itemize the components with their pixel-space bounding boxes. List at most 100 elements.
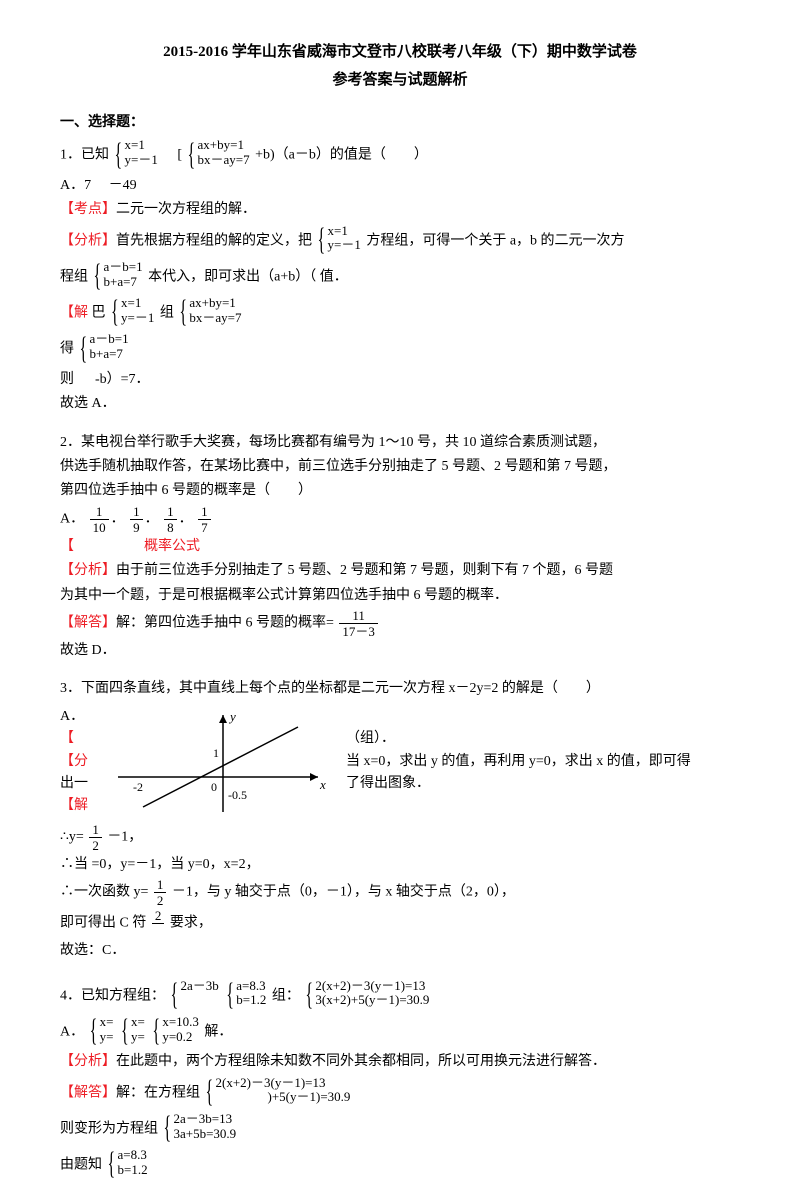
fraction: 12	[154, 878, 167, 907]
label: 【分析】	[60, 563, 116, 578]
q1-jie3: 则 -b）=7．	[60, 369, 740, 391]
q1-stem: 1．已知 x=1y=－1 [ ax+by=1bx－ay=7 +b)（a－b）的值…	[60, 138, 740, 172]
text: 4．已知方程组：	[60, 988, 165, 1003]
option-a: A．	[60, 706, 100, 728]
text: 【	[60, 731, 88, 746]
text: 组	[160, 306, 174, 321]
text: 值．	[320, 269, 348, 284]
axis-diagram: y x 1 -2 0 -0.5	[108, 707, 338, 817]
svg-text:-2: -2	[133, 780, 143, 794]
text: ∴当	[60, 857, 88, 872]
q2-fenxi2: 为其中一个题，于是可根据概率公式计算第四位选手抽中 6 号题的概率．	[60, 585, 740, 607]
q4-jie1: 【解答】解：在方程组 2(x+2)－3(y－1)=13 )+5(y－1)=30.…	[60, 1076, 740, 1110]
q4-stem: 4．已知方程组： 2a－3b a=8.3b=1.2 组： 2(x+2)－3(y－…	[60, 979, 740, 1013]
q2-stem2: 供选手随机抽取作答，在某场比赛中，前三位选手分别抽走了 5 号题、2 号题和第 …	[60, 456, 740, 478]
q2-kaodian: 【 概率公式	[60, 536, 740, 558]
page-title: 2015-2016 学年山东省威海市文登市八校联考八年级（下）期中数学试卷	[60, 40, 740, 64]
q2-options: A． 110． 19． 18． 17	[60, 505, 740, 534]
q4-jie3: 由题知 a=8.3b=1.2	[60, 1148, 740, 1182]
text: 首先根据方程组的解的定义，把	[116, 233, 312, 248]
text: [	[163, 148, 182, 163]
text: 巴	[92, 306, 106, 321]
text: 方程组，可得一个关于 a，b 的二元一次方	[366, 233, 624, 248]
text: 由于前三位选手分别抽走了 5 号题、2 号题和第 7 号题，则剩下有 7 个题，…	[116, 563, 613, 578]
q2-stem3: 第四位选手抽中 6 号题的概率是（ ）	[60, 480, 740, 502]
brace-icon: 2(x+2)－3(y－1)=13 )+5(y－1)=30.9	[206, 1076, 351, 1110]
brace-icon: 2(x+2)－3(y－1)=133(x+2)+5(y－1)=30.9	[305, 979, 429, 1013]
q1-options: A．7 －49	[60, 175, 740, 197]
text: 在此题中，两个方程组除未知数不同外其余都相同，所以可用换元法进行解答．	[116, 1054, 606, 1069]
q1-jie2: 得 a－b=1b+a=7	[60, 332, 740, 366]
text: 【分	[60, 754, 88, 769]
brace-icon: ax+by=1bx－ay=7	[179, 296, 241, 330]
q3-l3: ∴一次函数 y= 12 －1，与 y 轴交于点（0，－1），与 x 轴交于点（2…	[60, 878, 740, 907]
label: 【解	[60, 306, 88, 321]
fraction: 2	[152, 909, 165, 938]
text: ∴y=	[60, 829, 84, 844]
q2-stem1: 2．某电视台举行歌手大奖赛，每场比赛都有编号为 1～10 号，共 10 道综合素…	[60, 432, 740, 454]
text: 1．已知	[60, 148, 109, 163]
svg-text:0: 0	[211, 780, 217, 794]
text: 【解	[60, 798, 88, 813]
brace-icon: x=10.3y=0.2	[152, 1015, 199, 1049]
q2-answer: 故选 D．	[60, 640, 740, 662]
q2-fenxi1: 【分析】由于前三位选手分别抽走了 5 号题、2 号题和第 7 号题，则剩下有 7…	[60, 560, 740, 582]
text: ∴一次函数 y=	[60, 885, 148, 900]
fraction: 1117－3	[339, 609, 378, 638]
brace-icon: x=1y=－1	[111, 296, 154, 330]
text: 【 概率公式	[60, 539, 200, 554]
brace-icon: a=8.3b=1.2	[226, 979, 266, 1013]
brace-icon: x=y=	[90, 1015, 114, 1049]
text: 程组	[60, 269, 88, 284]
q1-fenxi: 【分析】首先根据方程组的解的定义，把 x=1y=－1 方程组，可得一个关于 a，…	[60, 224, 740, 258]
fraction: 19	[130, 505, 143, 534]
text: 即可得出 C 符	[60, 916, 146, 931]
text: －1，	[107, 829, 142, 844]
fraction: 18	[164, 505, 177, 534]
brace-icon: a－b=1b+a=7	[80, 332, 129, 366]
page-subtitle: 参考答案与试题解析	[60, 68, 740, 92]
fraction: 110	[90, 505, 109, 534]
text: 当 x=0，求出 y 的值，再利用 y=0，求出 x 的值，即可得	[346, 751, 740, 773]
svg-text:x: x	[319, 777, 326, 792]
brace-icon: 2a－3b	[171, 979, 219, 1013]
option-a: A．7	[60, 178, 91, 193]
q4-fenxi: 【分析】在此题中，两个方程组除未知数不同外其余都相同，所以可用换元法进行解答．	[60, 1051, 740, 1073]
text: －1，与 y 轴交于点（0，－1），与 x 轴交于点（2，0），	[172, 885, 515, 900]
text: 解．	[204, 1024, 232, 1039]
section-heading: 一、选择题：	[60, 112, 740, 134]
q1-answer: 故选 A．	[60, 393, 740, 415]
q3-row: A． 【 【分 出一 【解 y x 1 -2 0 -0.5 （组）． 当 x=0…	[60, 703, 740, 821]
text: 组：	[272, 988, 300, 1003]
text: -b）=7．	[78, 372, 150, 387]
svg-text:y: y	[228, 709, 236, 724]
q3-l4: 即可得出 C 符 2 要求，	[60, 909, 740, 938]
text: 由题知	[60, 1158, 102, 1173]
text: =0，y=－1，当 y=0，x=2，	[92, 857, 260, 872]
text: +b)（a－b）的值是（ ）	[255, 148, 428, 163]
q3-l1: ∴y= 12 －1，	[60, 823, 740, 852]
text: 解：在方程组	[116, 1085, 200, 1100]
q1-jie: 【解 巴 x=1y=－1 组 ax+by=1bx－ay=7	[60, 296, 740, 330]
q3-l2: ∴当 =0，y=－1，当 y=0，x=2，	[60, 854, 740, 876]
q2-jie: 【解答】解：第四位选手抽中 6 号题的概率= 1117－3	[60, 609, 740, 638]
label: 【解答】	[60, 1085, 116, 1100]
brace-icon: x=1y=－1	[318, 224, 361, 258]
svg-text:1: 1	[213, 746, 219, 760]
q3-stem: 3．下面四条直线，其中直线上每个点的坐标都是二元一次方程 x－2y=2 的解是（…	[60, 678, 740, 700]
label: 【分析】	[60, 233, 116, 248]
brace-icon: 2a－3b=133a+5b=30.9	[164, 1112, 237, 1146]
text: 二元一次方程组的解．	[116, 202, 256, 217]
text: 本代入，即可求出（a+b）（	[148, 269, 316, 284]
fraction: 17	[198, 505, 211, 534]
q3-answer: 故选：C．	[60, 940, 740, 962]
q4-options: A． x=y= x=y= x=10.3y=0.2 解．	[60, 1015, 740, 1049]
label: 【分析】	[60, 1054, 116, 1069]
brace-icon: ax+by=1bx－ay=7	[188, 138, 250, 172]
brace-icon: x=1y=－1	[115, 138, 158, 172]
q1-kaodian: 【考点】二元一次方程组的解．	[60, 199, 740, 221]
text: 则	[60, 372, 74, 387]
brace-icon: a=8.3b=1.2	[108, 1148, 148, 1182]
option-a: A．	[60, 511, 84, 526]
text: （组）．	[346, 728, 740, 750]
